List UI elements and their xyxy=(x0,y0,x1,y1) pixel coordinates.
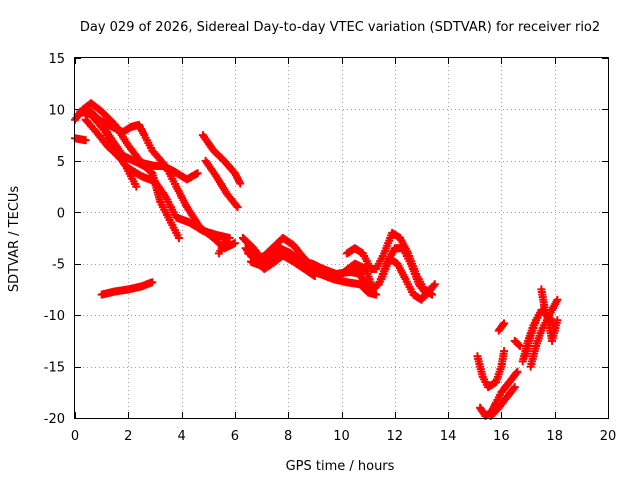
data-point xyxy=(214,249,223,258)
data-point xyxy=(429,281,438,290)
series-track-y xyxy=(518,311,543,366)
data-point xyxy=(160,160,169,169)
y-tick-label: 10 xyxy=(48,103,65,118)
series-track-s xyxy=(486,383,519,420)
x-tick-label: 10 xyxy=(333,429,350,444)
x-ticks: 0 2 4 6 8 10 12 14 16 18 20 xyxy=(71,58,616,444)
chart-title: Day 029 of 2026, Sidereal Day-to-day VTE… xyxy=(80,20,600,35)
series-track-h xyxy=(214,234,231,258)
data-point xyxy=(233,203,242,212)
y-tick-label: -5 xyxy=(52,258,65,273)
x-tick-label: 6 xyxy=(231,429,239,444)
x-tick-label: 2 xyxy=(124,429,132,444)
series-track-p xyxy=(377,254,434,304)
x-tick-label: 14 xyxy=(440,429,457,444)
data-point xyxy=(509,384,518,393)
y-tick-label: -20 xyxy=(44,412,65,427)
data-point xyxy=(553,295,562,304)
data-point xyxy=(230,239,239,248)
y-tick-label: 5 xyxy=(57,155,65,170)
data-point xyxy=(148,278,157,287)
data-point xyxy=(510,383,519,392)
data-point xyxy=(514,340,523,349)
y-tick-label: -15 xyxy=(44,361,65,376)
series-track-q xyxy=(473,347,509,392)
x-axis-label: GPS time / hours xyxy=(286,459,395,474)
series-track-f xyxy=(198,131,245,188)
data-point xyxy=(81,136,90,145)
y-ticks: -20 -15 -10 -5 0 5 10 15 xyxy=(44,52,608,427)
x-tick-label: 18 xyxy=(546,429,563,444)
y-tick-label: 15 xyxy=(48,52,65,67)
y-axis-label: SDTVAR / TECUs xyxy=(7,186,22,293)
data-point xyxy=(193,169,202,178)
data-point xyxy=(372,290,381,299)
series-track-m xyxy=(246,251,319,281)
data-point xyxy=(500,347,509,356)
data-point xyxy=(236,179,245,188)
series-track-i xyxy=(97,278,157,299)
data-point xyxy=(430,280,439,289)
data-point xyxy=(513,367,522,376)
data-point xyxy=(425,285,434,294)
data-point xyxy=(534,311,543,320)
x-tick-label: 20 xyxy=(600,429,617,444)
series-track-e xyxy=(94,115,239,253)
x-tick-label: 16 xyxy=(493,429,510,444)
data-point xyxy=(310,272,319,281)
data-points xyxy=(71,99,562,420)
data-point xyxy=(553,316,562,325)
series-track-z xyxy=(71,134,90,145)
x-tick-label: 12 xyxy=(387,429,404,444)
series-track-g xyxy=(201,156,242,212)
x-tick-label: 4 xyxy=(177,429,185,444)
data-point xyxy=(500,319,509,328)
y-tick-label: 0 xyxy=(57,206,65,221)
series-track-t xyxy=(494,319,509,335)
x-tick-label: 0 xyxy=(71,429,79,444)
data-point xyxy=(498,320,507,329)
data-point xyxy=(132,182,141,191)
series-track-u xyxy=(510,336,525,350)
x-tick-label: 8 xyxy=(284,429,292,444)
y-tick-label: -10 xyxy=(44,309,65,324)
data-point xyxy=(512,369,521,378)
series-track-x xyxy=(537,285,562,345)
plot-frame xyxy=(74,57,609,419)
data-point xyxy=(424,286,433,295)
data-point xyxy=(174,234,183,242)
